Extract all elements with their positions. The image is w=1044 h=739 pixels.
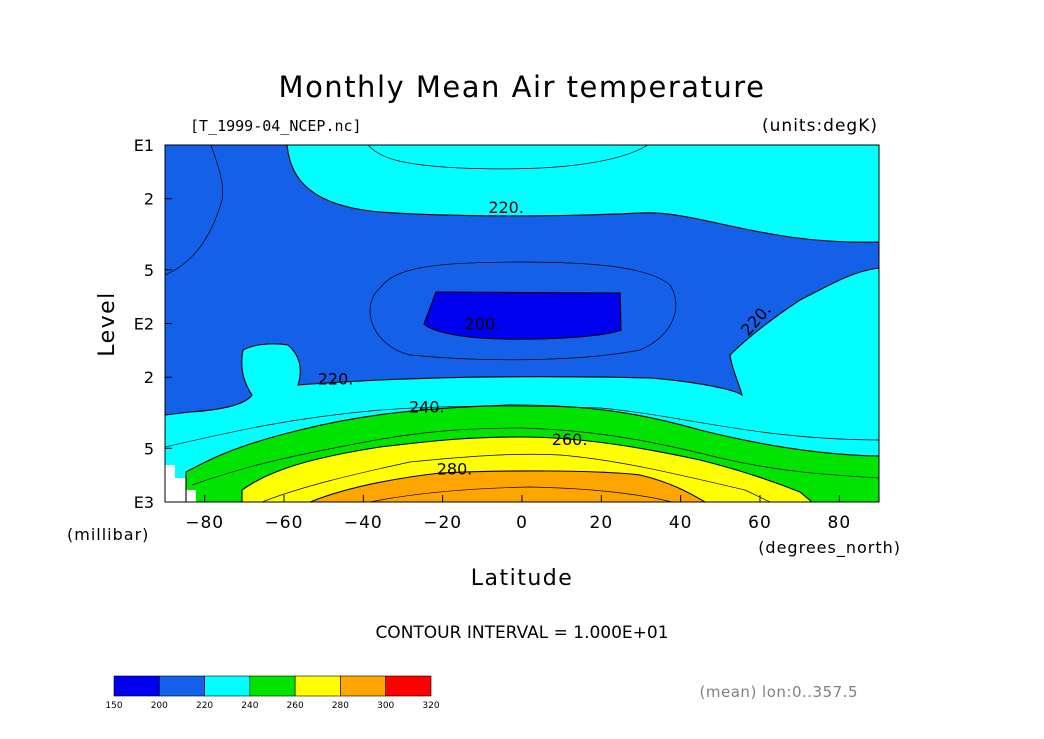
y-tick-label: 2 — [144, 368, 154, 387]
x-axis: −80 −60 −40 −20 0 20 40 60 80 — [185, 495, 852, 533]
footer-note: (mean) lon:0..357.5 — [700, 683, 858, 701]
band-150-200 — [424, 292, 621, 340]
contour-label: 220. — [318, 370, 354, 389]
contour-label: 240. — [409, 397, 445, 416]
x-axis-title: Latitude — [471, 566, 574, 591]
colorbar-swatch — [158, 675, 205, 697]
colorbar-swatch — [294, 675, 341, 697]
x-tick-label: −80 — [185, 513, 224, 533]
band-200-220 — [165, 145, 879, 415]
colorbar-label: 200 — [151, 701, 168, 711]
x-tick-label: 80 — [828, 513, 852, 533]
x-tick-label: 60 — [748, 513, 772, 533]
colorbar-swatch — [113, 675, 160, 697]
y-tick-label: 5 — [144, 439, 154, 458]
colorbar: 150 200 220 240 260 280 300 320 — [105, 675, 440, 711]
x-tick-label: 20 — [590, 513, 614, 533]
colorbar-swatch — [204, 675, 251, 697]
colorbar-label: 300 — [377, 701, 394, 711]
colorbar-label: 320 — [422, 701, 439, 711]
colorbar-swatch — [340, 675, 387, 697]
thin-contour-lines — [165, 145, 879, 502]
x-tick-label: −40 — [344, 513, 383, 533]
y-tick-label: E2 — [134, 315, 154, 334]
chart-title: Monthly Mean Air temperature — [279, 70, 766, 104]
colorbar-label: 240 — [241, 701, 258, 711]
x-tick-label: 0 — [516, 513, 528, 533]
contour-label: 280. — [437, 459, 473, 478]
y-tick-label: 5 — [144, 261, 154, 280]
contour-label: 200. — [465, 314, 501, 333]
y-tick-label: E1 — [134, 136, 154, 155]
band-280-300 — [310, 470, 705, 502]
colorbar-label: 150 — [105, 701, 122, 711]
x-units-label: (degrees_north) — [758, 538, 901, 558]
y-axis-title: Level — [95, 291, 120, 357]
units-label: (units:degK) — [762, 116, 878, 136]
file-label: [T_1999-04_NCEP.nc] — [190, 117, 362, 135]
contour-field: 220.200. 220.220.240.260.280. — [165, 145, 879, 502]
contour-label: 220. — [488, 198, 524, 217]
contour-label: 260. — [552, 430, 588, 449]
thick-contour-lines — [165, 145, 879, 502]
y-tick-label: E3 — [134, 493, 154, 512]
colorbar-swatch — [249, 675, 296, 697]
colorbar-label: 260 — [287, 701, 304, 711]
x-tick-label: −60 — [265, 513, 304, 533]
x-tick-label: 40 — [669, 513, 693, 533]
colorbar-label: 280 — [332, 701, 349, 711]
colorbar-label: 220 — [196, 701, 213, 711]
contour-interval-text: CONTOUR INTERVAL = 1.000E+01 — [375, 623, 668, 643]
colorbar-swatch — [385, 675, 432, 697]
y-units-label: (millibar) — [67, 525, 149, 544]
missing-data-cells — [165, 465, 196, 502]
x-tick-label: −20 — [423, 513, 462, 533]
y-axis: E1 2 5 E2 2 5 E3 — [134, 136, 172, 512]
y-tick-label: 2 — [144, 190, 154, 209]
